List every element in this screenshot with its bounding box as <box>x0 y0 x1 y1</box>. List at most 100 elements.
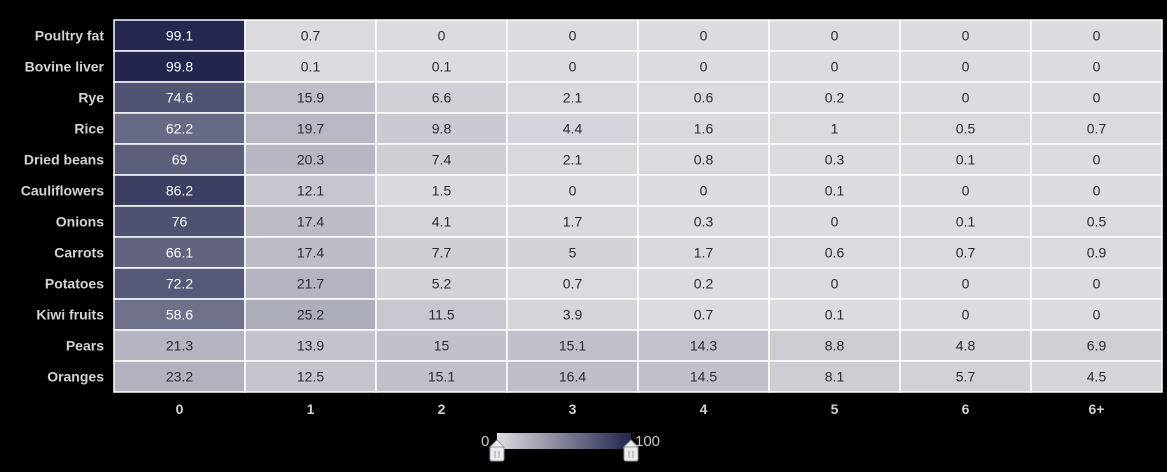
heatmap-cell[interactable] <box>1030 298 1163 331</box>
heatmap-cell[interactable] <box>244 267 377 300</box>
heatmap-cell[interactable] <box>375 236 508 269</box>
heatmap-cell-value: 12.5 <box>297 369 324 385</box>
heatmap-cell-value: 0.7 <box>1087 121 1107 137</box>
heatmap-cell[interactable] <box>113 81 246 114</box>
column-label: 6+ <box>1089 401 1105 417</box>
heatmap-cell[interactable] <box>1030 50 1163 83</box>
heatmap-cell[interactable] <box>113 298 246 331</box>
heatmap-cell[interactable] <box>768 50 901 83</box>
heatmap-cell[interactable] <box>768 81 901 114</box>
heatmap-cell[interactable] <box>113 19 246 52</box>
column-label: 3 <box>569 401 577 417</box>
heatmap-cell-value: 5.7 <box>956 369 976 385</box>
heatmap-cell[interactable] <box>113 329 246 362</box>
heatmap-cell[interactable] <box>899 81 1032 114</box>
heatmap-cell[interactable] <box>899 329 1032 362</box>
row-label: Onions <box>56 214 104 230</box>
heatmap-cell[interactable] <box>1030 174 1163 207</box>
heatmap-cell[interactable] <box>637 298 770 331</box>
heatmap-cell[interactable] <box>375 267 508 300</box>
heatmap-cell[interactable] <box>506 81 639 114</box>
heatmap-cell[interactable] <box>244 19 377 52</box>
heatmap-cell[interactable] <box>375 360 508 393</box>
heatmap-cell[interactable] <box>899 205 1032 238</box>
heatmap-cell-value: 15 <box>434 338 450 354</box>
heatmap-cell-value: 0 <box>1093 28 1101 44</box>
heatmap-cell-value: 0 <box>962 307 970 323</box>
heatmap-cell[interactable] <box>1030 81 1163 114</box>
heatmap-cell-value: 0 <box>831 28 839 44</box>
heatmap-cell[interactable] <box>244 329 377 362</box>
heatmap-cell[interactable] <box>899 360 1032 393</box>
heatmap-cell[interactable] <box>768 19 901 52</box>
heatmap-cell[interactable] <box>506 50 639 83</box>
heatmap-cell-value: 0 <box>700 183 708 199</box>
heatmap-cell[interactable] <box>1030 360 1163 393</box>
heatmap-cell-value: 3.9 <box>563 307 583 323</box>
heatmap-cell-value: 0 <box>1093 276 1101 292</box>
heatmap-cell-value: 0.1 <box>301 59 321 75</box>
heatmap-cell[interactable] <box>113 205 246 238</box>
heatmap-cell[interactable] <box>244 205 377 238</box>
row-label: Rice <box>74 121 104 137</box>
heatmap-cell[interactable] <box>637 112 770 145</box>
heatmap-cell-value: 25.2 <box>297 307 324 323</box>
heatmap-cell-value: 0.5 <box>956 121 976 137</box>
heatmap-cell-value: 9.8 <box>432 121 452 137</box>
heatmap-cell[interactable] <box>768 174 901 207</box>
heatmap-cell-value: 0.7 <box>563 276 583 292</box>
heatmap-cell[interactable] <box>637 236 770 269</box>
heatmap-cell[interactable] <box>1030 19 1163 52</box>
heatmap-cell[interactable] <box>113 360 246 393</box>
heatmap-cell[interactable] <box>506 329 639 362</box>
heatmap-cell[interactable] <box>1030 236 1163 269</box>
heatmap-cell[interactable] <box>899 174 1032 207</box>
heatmap-cell[interactable] <box>506 143 639 176</box>
heatmap-cell-value: 23.2 <box>166 369 193 385</box>
heatmap-cell[interactable] <box>375 205 508 238</box>
heatmap-cell-value: 0.7 <box>694 307 714 323</box>
heatmap-cell[interactable] <box>244 298 377 331</box>
heatmap-cell[interactable] <box>768 205 901 238</box>
heatmap-cell[interactable] <box>637 267 770 300</box>
heatmap-cell[interactable] <box>768 298 901 331</box>
heatmap-cell[interactable] <box>244 50 377 83</box>
heatmap-cell[interactable] <box>637 81 770 114</box>
heatmap-cell-value: 1.7 <box>694 245 714 261</box>
heatmap-cells: 99.1 0.7 0 0 0 0 0 0 99.8 0.1 0.1 0 0 0 0 0 74.6 15.9 6.6 2… <box>113 19 1163 393</box>
heatmap-cell-value: 74.6 <box>166 90 193 106</box>
heatmap-cell[interactable] <box>637 174 770 207</box>
heatmap-cell-value: 0 <box>962 59 970 75</box>
heatmap-cell[interactable] <box>1030 329 1163 362</box>
heatmap-cell[interactable] <box>768 360 901 393</box>
heatmap-cell[interactable] <box>637 205 770 238</box>
color-scale-min-handle[interactable] <box>488 439 506 462</box>
heatmap-cell[interactable] <box>899 298 1032 331</box>
heatmap-cell[interactable] <box>1030 267 1163 300</box>
heatmap-cell[interactable] <box>244 81 377 114</box>
row-label: Oranges <box>47 369 104 385</box>
heatmap-cell[interactable] <box>1030 205 1163 238</box>
heatmap-cell-value: 0 <box>1093 183 1101 199</box>
heatmap-cell-value: 0 <box>569 183 577 199</box>
heatmap-cell-value: 0 <box>831 214 839 230</box>
heatmap-cell[interactable] <box>637 329 770 362</box>
row-label: Carrots <box>54 245 104 261</box>
color-scale-max-handle[interactable] <box>622 439 640 462</box>
heatmap-cell-value: 5.2 <box>432 276 452 292</box>
heatmap-cell[interactable] <box>506 360 639 393</box>
heatmap-cell[interactable] <box>375 81 508 114</box>
heatmap-cell-value: 0 <box>962 90 970 106</box>
heatmap-cell[interactable] <box>899 112 1032 145</box>
heatmap-cell[interactable] <box>506 267 639 300</box>
heatmap-cell[interactable] <box>244 174 377 207</box>
heatmap-cell-value: 17.4 <box>297 245 324 261</box>
heatmap-cell-value: 11.5 <box>428 307 454 323</box>
row-label: Bovine liver <box>25 59 105 75</box>
heatmap-cell[interactable] <box>375 112 508 145</box>
heatmap-cell[interactable] <box>506 298 639 331</box>
heatmap-cell[interactable] <box>637 143 770 176</box>
color-scale-legend: 0 100 <box>481 433 660 462</box>
heatmap-cell[interactable] <box>375 298 508 331</box>
heatmap-cell[interactable] <box>637 360 770 393</box>
